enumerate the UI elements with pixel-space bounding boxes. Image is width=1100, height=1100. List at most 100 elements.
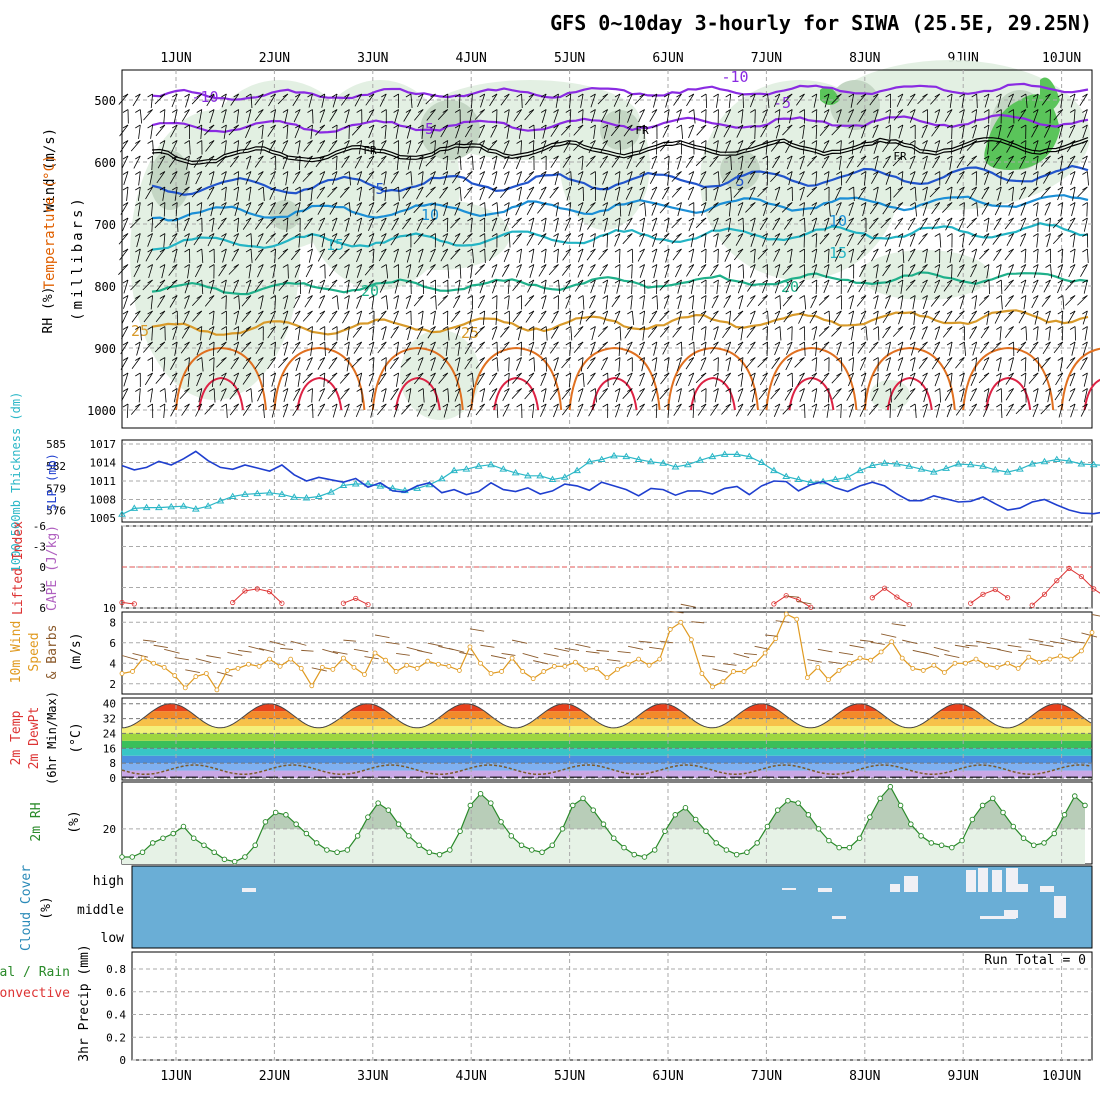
wind-barb-flag — [171, 388, 178, 392]
wind-barb — [121, 388, 129, 402]
wind-barb-flag — [627, 124, 633, 129]
wind-barb — [956, 186, 965, 200]
wind-barb — [597, 93, 608, 105]
wind-barb — [614, 233, 621, 247]
wind-barb-flag — [1008, 124, 1014, 129]
wind-barb — [949, 155, 953, 170]
wind-barb-flag — [860, 171, 867, 175]
wind-barb-flag — [799, 171, 805, 175]
wind-barb — [222, 248, 227, 263]
wind-barb-flag — [245, 310, 252, 315]
wind-barb-flag — [971, 155, 977, 160]
rh-point — [426, 849, 433, 856]
wind-barb — [724, 248, 732, 262]
wind-barb-flag — [528, 372, 535, 377]
wind-barb-flag — [553, 279, 559, 284]
wind-barb — [489, 248, 498, 261]
wind-barb — [957, 279, 965, 293]
wind-barb-flag — [479, 140, 485, 144]
wind-barb — [242, 217, 252, 230]
wind-barb-flag — [417, 372, 424, 377]
wind-barb — [328, 140, 338, 152]
upper-wind-label: Wind (m/s) — [42, 128, 58, 212]
wind-barb-flag — [233, 155, 239, 160]
wind-barb — [255, 341, 264, 355]
wind-barb-flag — [491, 233, 498, 237]
thickness-point — [253, 489, 262, 497]
wind-barb-flag — [946, 341, 953, 346]
wind-barb — [403, 109, 412, 122]
wind-barb-flag — [700, 295, 707, 299]
wind-barb-flag — [504, 403, 510, 408]
wind-barb-flag — [208, 403, 215, 408]
wind-barb-flag — [331, 155, 338, 160]
wind-barb-flag — [639, 93, 645, 98]
wind-barb — [189, 140, 191, 155]
isotherm-label-15: 15 — [829, 244, 847, 262]
wind-barb — [379, 217, 387, 231]
wind-barb-flag — [774, 326, 781, 330]
wind-barb-flag — [1082, 279, 1088, 284]
wind-barb-flag — [1057, 217, 1064, 222]
wind-barb — [151, 217, 153, 233]
thickness-point — [290, 493, 299, 500]
wind10-barb — [417, 649, 433, 655]
wind-barb — [349, 202, 351, 217]
wind-barb-flag — [381, 140, 387, 144]
wind-barb — [951, 264, 953, 279]
wind-barb — [1043, 124, 1051, 138]
slp-thickness-label: 1000-500mb Thickness (dm) — [9, 392, 23, 573]
wind-barb — [317, 248, 326, 262]
wind-barb-flag — [528, 341, 535, 346]
wind-barb — [415, 140, 424, 153]
wind-barb — [859, 264, 867, 278]
wind-barb-flag — [713, 310, 719, 315]
wind-barb-flag — [873, 372, 879, 377]
cloud-block — [832, 916, 846, 919]
wind10-point — [351, 664, 357, 670]
wind-barb-flag — [221, 202, 227, 206]
wind-barb-flag — [208, 186, 215, 191]
wind-barb-flag — [836, 248, 842, 253]
rh-point — [651, 847, 658, 853]
wind-barb-flag — [233, 403, 239, 408]
wind-barb-flag — [996, 233, 1002, 237]
wind-barb-flag — [159, 372, 166, 377]
wind-barb-flag — [614, 155, 621, 160]
wind-barb-flag — [614, 248, 621, 253]
wind-barb-flag — [393, 93, 399, 98]
wind-barb — [472, 372, 474, 387]
temp-tick-0: 0 — [109, 772, 116, 785]
wind-barb — [232, 279, 240, 294]
wind-barb-flag — [565, 326, 572, 330]
wind-barb — [1061, 310, 1064, 325]
wind-barb — [626, 155, 633, 170]
wind-barb — [1008, 202, 1014, 216]
wind-barb-flag — [909, 171, 916, 175]
wind-barb-flag — [319, 109, 326, 113]
wind-barb-flag — [934, 155, 941, 160]
wind-barb — [185, 93, 190, 108]
wind-barb — [638, 233, 645, 247]
wind-barb — [788, 171, 793, 186]
wind-barb-flag — [885, 248, 891, 253]
wind-barb-flag — [504, 93, 510, 98]
wind-barb-flag — [897, 202, 904, 206]
wind-barb — [659, 202, 670, 214]
wind-barb — [328, 341, 338, 354]
wind-barb — [1082, 155, 1088, 170]
wind-barb-flag — [811, 279, 818, 284]
li-point — [230, 599, 236, 606]
wind-barb — [569, 341, 572, 356]
wind-barb-flag — [208, 109, 215, 113]
wind-barb-flag — [1008, 326, 1014, 330]
wind-barb-flag — [909, 140, 916, 144]
wind-barb-flag — [651, 388, 658, 392]
li-point — [1091, 586, 1097, 592]
wind-barb-flag — [934, 388, 941, 392]
wind-barb — [785, 357, 793, 371]
wind-barb — [311, 233, 313, 248]
wind-barb-flag — [946, 295, 953, 299]
wind-barb-flag — [713, 233, 719, 237]
wind-barb — [138, 171, 141, 186]
